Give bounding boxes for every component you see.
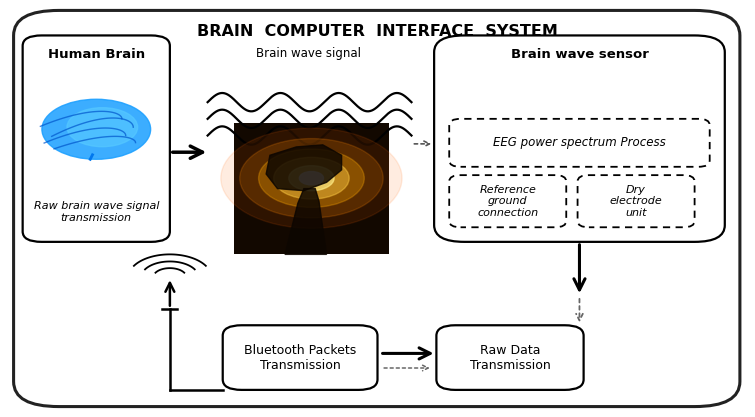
Text: BRAIN  COMPUTER  INTERFACE  SYSTEM: BRAIN COMPUTER INTERFACE SYSTEM [197,24,558,39]
FancyBboxPatch shape [14,10,740,407]
Circle shape [299,171,323,185]
Circle shape [288,166,334,191]
Circle shape [220,128,402,228]
Text: Reference
ground
connection: Reference ground connection [477,185,538,218]
Circle shape [42,99,151,159]
Text: Raw Data
Transmission: Raw Data Transmission [470,344,550,372]
FancyBboxPatch shape [578,175,695,227]
FancyBboxPatch shape [449,175,566,227]
Circle shape [239,138,384,218]
Circle shape [258,149,365,207]
Text: Human Brain: Human Brain [48,48,145,61]
Circle shape [273,157,349,199]
Circle shape [67,108,137,147]
Text: Brain wave signal: Brain wave signal [255,48,361,60]
FancyBboxPatch shape [223,325,378,390]
FancyBboxPatch shape [436,325,584,390]
Text: EEG power spectrum Process: EEG power spectrum Process [493,136,666,149]
Polygon shape [285,188,327,254]
Text: Raw brain wave signal
transmission: Raw brain wave signal transmission [33,201,159,223]
FancyBboxPatch shape [434,35,725,242]
FancyBboxPatch shape [23,35,170,242]
Text: Bluetooth Packets
Transmission: Bluetooth Packets Transmission [244,344,356,372]
Text: Brain wave sensor: Brain wave sensor [510,48,649,61]
Text: Dry
electrode
unit: Dry electrode unit [610,185,662,218]
Bar [234,123,389,254]
FancyBboxPatch shape [449,119,710,167]
Polygon shape [266,145,341,191]
